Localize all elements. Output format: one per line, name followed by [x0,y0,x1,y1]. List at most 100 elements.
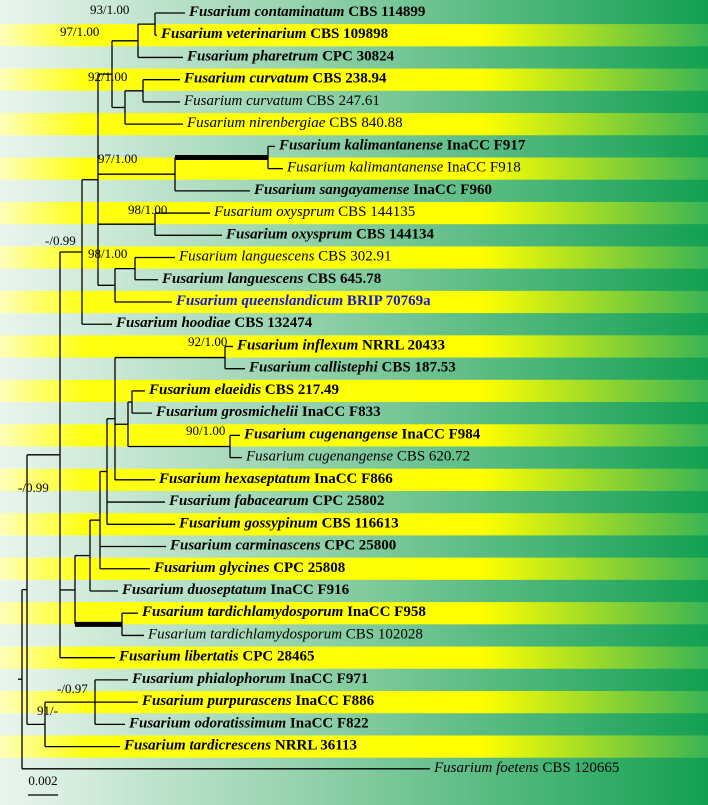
species-name: Fusarium glycines [153,560,270,576]
row-band [0,157,708,180]
strain-id: CBS 116613 [322,516,399,532]
species-name: Fusarium hexaseptatum [158,471,310,487]
support-value: 90/1.00 [186,423,225,438]
species-name: Fusarium inflexum [236,338,358,354]
strain-id: CPC 30824 [322,49,395,65]
species-name: Fusarium foetens [433,760,539,776]
row-band [0,201,708,225]
taxon-label: Fusarium nirenbergiae CBS 840.88 [186,116,403,132]
species-name: Fusarium elaeidis [148,382,261,398]
species-name: Fusarium kalimantanense [286,160,444,176]
strain-id: CBS 144135 [338,205,415,221]
strain-id: InaCC F971 [290,671,369,687]
support-value: -/0.97 [57,681,88,696]
row-band [0,290,708,314]
row-band [0,379,708,403]
taxon-label: Fusarium foetens CBS 120665 [433,760,619,776]
strain-id: InaCC F886 [295,694,374,710]
taxon-label: Fusarium queenslandicum BRIP 70769a [175,293,431,309]
species-name: Fusarium phialophorum [131,671,286,687]
strain-id: CPC 25802 [312,493,384,509]
taxon-label: Fusarium inflexum NRRL 20433 [236,338,445,354]
taxon-label: Fusarium hoodiae CBS 132474 [115,316,313,332]
support-value: 98/1.00 [88,246,127,261]
strain-id: InaCC F916 [270,582,349,598]
strain-id: CBS 120665 [542,760,619,776]
taxon-label: Fusarium hexaseptatum InaCC F866 [158,471,393,487]
taxon-label: Fusarium veterinarium CBS 109898 [160,27,388,43]
taxon-label: Fusarium tardichlamydosporum InaCC F958 [141,605,426,621]
taxon-label: Fusarium callistephi CBS 187.53 [248,360,456,376]
row-band [0,113,708,136]
strain-id: CBS 114899 [348,4,425,20]
species-name: Fusarium hoodiae [115,316,231,332]
taxon-label: Fusarium tardichlamydosporum CBS 102028 [147,627,423,643]
species-name: Fusarium gossypinum [178,516,318,532]
strain-id: CBS 238.94 [312,71,387,87]
taxon-label: Fusarium glycines CPC 25808 [153,560,345,576]
species-name: Fusarium queenslandicum [175,293,343,309]
row-band [0,335,708,358]
strain-id: CBS 187.53 [382,360,456,376]
row-band [0,246,708,269]
species-name: Fusarium duoseptatum [121,582,267,598]
taxon-label: Fusarium grosmichelii InaCC F833 [155,405,381,421]
taxon-label: Fusarium cugenangense CBS 620.72 [245,449,470,465]
species-name: Fusarium pharetrum [186,49,318,65]
species-name: Fusarium curvatum [183,93,303,109]
species-name: Fusarium contaminatum [188,4,344,20]
strain-id: CBS 620.72 [397,449,470,465]
taxon-label: Fusarium curvatum CBS 238.94 [183,71,387,87]
support-value: 92/1.00 [88,69,127,84]
species-name: Fusarium languescens [161,271,303,287]
species-name: Fusarium languescens [178,249,315,265]
strain-id: BRIP 70769a [347,293,431,309]
scale-label: 0.002 [28,773,57,788]
strain-id: InaCC F960 [413,182,492,198]
row-band [0,735,708,758]
species-name: Fusarium curvatum [183,71,309,87]
support-value: 98/1.00 [128,202,167,217]
strain-id: NRRL 20433 [362,338,445,354]
row-band [0,424,708,447]
species-name: Fusarium kalimantanense [278,138,443,154]
taxon-label: Fusarium carminascens CPC 25800 [169,538,396,554]
strain-id: InaCC F866 [314,471,393,487]
strain-id: CBS 217.49 [265,382,339,398]
support-value: 97/1.00 [98,151,137,166]
taxon-label: Fusarium kalimantanense InaCC F918 [286,160,521,176]
species-name: Fusarium grosmichelii [155,405,299,421]
support-value: 91/- [37,703,58,718]
species-name: Fusarium callistephi [248,360,379,376]
species-name: Fusarium oxysprum [213,205,335,221]
species-name: Fusarium tardichlamydosporum [141,605,343,621]
species-name: Fusarium oxysprum [225,227,352,243]
support-value: -/0.99 [18,480,49,495]
species-name: Fusarium tardichlamydosporum [147,627,342,643]
species-name: Fusarium tardicrescens [123,738,271,754]
taxon-label: Fusarium oxysprum CBS 144135 [213,205,415,221]
taxon-label: Fusarium cugenangense InaCC F984 [243,427,481,443]
strain-id: InaCC F918 [447,160,521,176]
taxon-label: Fusarium gossypinum CBS 116613 [178,516,399,532]
strain-id: NRRL 36113 [275,738,357,754]
strain-id: InaCC F958 [347,605,426,621]
strain-id: CPC 25808 [273,560,345,576]
taxon-label: Fusarium duoseptatum InaCC F916 [121,582,350,598]
strain-id: CBS 109898 [310,27,388,43]
strain-id: CBS 102028 [346,627,423,643]
row-band [0,602,708,625]
strain-id: CBS 840.88 [329,116,402,132]
species-name: Fusarium purpurascens [141,694,292,710]
species-name: Fusarium odoratissimum [128,716,286,732]
species-name: Fusarium fabacearum [168,493,309,509]
species-name: Fusarium carminascens [169,538,321,554]
strain-id: InaCC F822 [290,716,369,732]
row-band [0,468,708,491]
row-band [0,691,708,714]
taxon-label: Fusarium elaeidis CBS 217.49 [148,382,339,398]
taxon-label: Fusarium contaminatum CBS 114899 [188,4,425,20]
species-name: Fusarium nirenbergiae [186,116,326,132]
row-band [0,557,708,580]
